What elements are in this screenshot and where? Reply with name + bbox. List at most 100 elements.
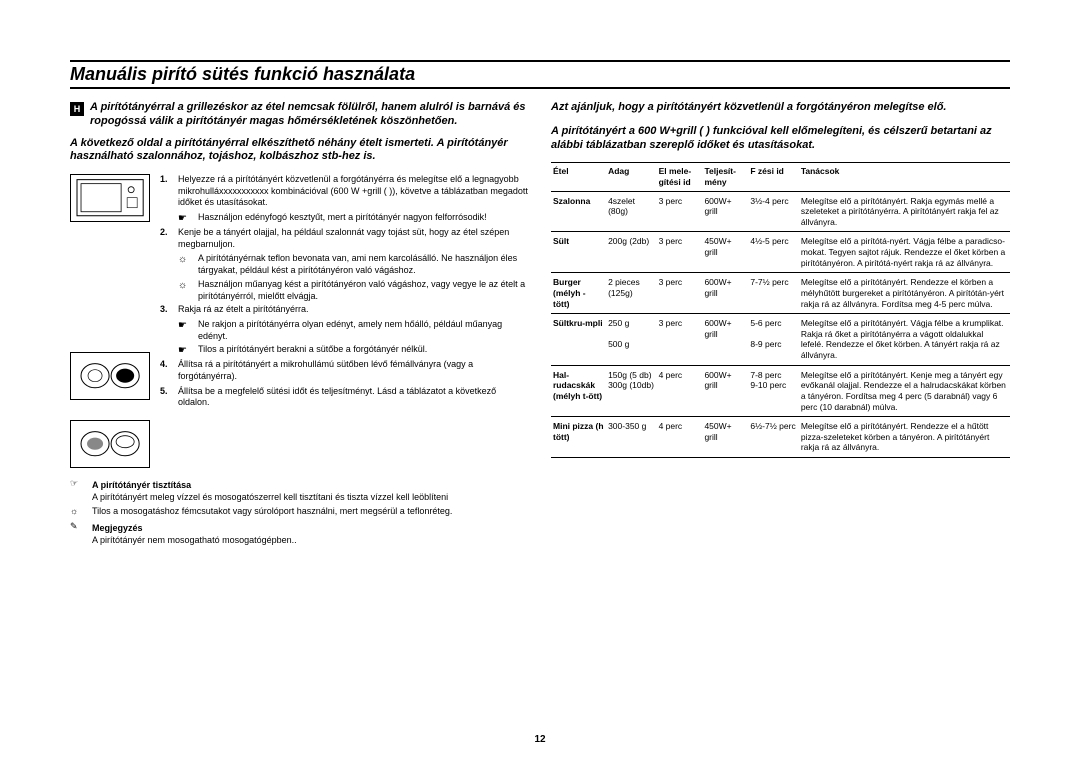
cell-adag: 250 g 500 g — [606, 314, 656, 366]
cell-etel: Sültkru-mpli — [551, 314, 606, 366]
cell-adag: 150g (5 db) 300g (10db) — [606, 365, 656, 417]
intro-block: H A pirítótányérral a grillezéskor az ét… — [70, 101, 529, 129]
table-header-row: Étel Adag El mele-gítési id Teljesít-mén… — [551, 163, 1010, 191]
table-row: Sültkru-mpli250 g 500 g3 perc600W+ grill… — [551, 314, 1010, 366]
cell-foz: 7-7½ perc — [748, 273, 798, 314]
page-title: Manuális pirító sütés funkció használata — [70, 64, 1010, 85]
th-food: Étel — [551, 163, 606, 191]
cooking-table: Étel Adag El mele-gítési id Teljesít-mén… — [551, 162, 1010, 458]
step-number: 3. — [160, 304, 172, 316]
cleaning-heading: A pirítótányér tisztítása — [92, 480, 448, 492]
cell-tan: Melegítse elő a pirítótá-nyért. Vágja fé… — [799, 232, 1010, 273]
step-body: Kenje be a tányért olajjal, ha például s… — [178, 227, 529, 250]
table-row: Szalonna4szelet (80g)3 perc600W+ grill3½… — [551, 191, 1010, 232]
step-row: 3. Rakja rá az ételt a pirítótányérra. — [160, 304, 529, 316]
step-row: 5. Állítsa be a megfelelő sütési időt és … — [160, 386, 529, 409]
bullet-row: ☼ Használjon műanyag kést a pirítótányéro… — [178, 279, 529, 302]
step-body: Állítsa rá a pirítótányért a mikrohullám… — [178, 359, 529, 382]
cell-etel: Burger (mélyh - tött) — [551, 273, 606, 314]
left-column: H A pirítótányérral a grillezéskor az ét… — [70, 101, 529, 549]
bullet-row: ☼ A pirítótányérnak teflon bevonata van, … — [178, 253, 529, 276]
cell-tan: Melegítse elő a pirítótányért. Rakja egy… — [799, 191, 1010, 232]
step-number: 4. — [160, 359, 172, 382]
cell-etel: Sült — [551, 232, 606, 273]
after-steps: ☞ A pirítótányér tisztítása A pirítótány… — [70, 478, 529, 546]
bullet-row: ☛ Ne rakjon a pirítótányérra olyan edényt… — [178, 319, 529, 342]
bullet-icon: ☛ — [178, 212, 190, 225]
bullet-row: ☛ Használjon edényfogó kesztyűt, mert a p… — [178, 212, 529, 225]
table-row: Sült200g (2db)3 perc450W+ grill4½-5 perc… — [551, 232, 1010, 273]
bullet-icon: ☛ — [178, 344, 190, 357]
th-preheat: El mele-gítési id — [657, 163, 703, 191]
cell-foz: 6½-7½ perc — [748, 417, 798, 458]
microwave-illustration — [70, 174, 150, 222]
bullet-icon: ☛ — [178, 319, 190, 342]
right-column: Azt ajánljuk, hogy a pirítótányért közve… — [551, 101, 1010, 549]
crisp-plate-illustration-2 — [70, 420, 150, 468]
language-badge: H — [70, 102, 84, 116]
cell-tan: Melegítse elő a pirítótányért. Vágja fél… — [799, 314, 1010, 366]
bullet-icon: ☼ — [178, 279, 190, 302]
cell-elo: 3 perc — [657, 232, 703, 273]
warning-icon: ☼ — [70, 506, 84, 518]
step-row: 1.Helyezze rá a pirítótányért közvetlenü… — [160, 174, 529, 209]
step-number: 1. — [160, 174, 172, 209]
cell-foz: 3½-4 perc — [748, 191, 798, 232]
cell-etel: Szalonna — [551, 191, 606, 232]
title-bar: Manuális pirító sütés funkció használata — [70, 60, 1010, 89]
cell-telj: 600W+ grill — [702, 273, 748, 314]
step-body: Állítsa be a megfelelő sütési időt és te… — [178, 386, 529, 409]
right-intro-2: A pirítótányért a 600 W+grill ( ) funkci… — [551, 125, 1010, 153]
cell-elo: 3 perc — [657, 191, 703, 232]
illustration-column — [70, 174, 150, 468]
step-number: 5. — [160, 386, 172, 409]
bullet-text: Használjon edényfogó kesztyűt, mert a pi… — [198, 212, 487, 225]
two-column-layout: H A pirítótányérral a grillezéskor az ét… — [70, 101, 1010, 549]
step-body: Helyezze rá a pirítótányért közvetlenül … — [178, 174, 529, 209]
cell-elo: 3 perc — [657, 273, 703, 314]
cell-foz: 5-6 perc 8-9 perc — [748, 314, 798, 366]
table-row: Mini pizza (h tött)300-350 g4 perc450W+ … — [551, 417, 1010, 458]
bullet-icon: ☼ — [178, 253, 190, 276]
th-portion: Adag — [606, 163, 656, 191]
cell-adag: 300-350 g — [606, 417, 656, 458]
cell-telj: 450W+ grill — [702, 232, 748, 273]
th-tips: Tanácsok — [799, 163, 1010, 191]
step-row: 2. Kenje be a tányért olajjal, ha például… — [160, 227, 529, 250]
th-cook: F zési id — [748, 163, 798, 191]
cell-etel: Mini pizza (h tött) — [551, 417, 606, 458]
cell-tan: Melegítse elő a pirítótányért. Rendezze … — [799, 417, 1010, 458]
cell-adag: 200g (2db) — [606, 232, 656, 273]
bullet-text: Ne rakjon a pirítótányérra olyan edényt,… — [198, 319, 529, 342]
crisp-plate-illustration-1 — [70, 352, 150, 400]
note-heading: Megjegyzés — [92, 523, 297, 535]
cell-telj: 600W+ grill — [702, 191, 748, 232]
intro-text-2: A következő oldal a pirítótányérral elké… — [70, 137, 529, 165]
cleaning-warning: Tilos a mosogatáshoz fémcsutakot vagy sú… — [92, 506, 452, 518]
bullet-text: Használjon műanyag kést a pirítótányéron… — [198, 279, 529, 302]
th-power: Teljesít-mény — [702, 163, 748, 191]
cleaning-text: A pirítótányért meleg vízzel és mosogató… — [92, 492, 448, 504]
right-intro-1: Azt ajánljuk, hogy a pirítótányért közve… — [551, 101, 1010, 115]
steps-area: 1.Helyezze rá a pirítótányért közvetlenü… — [70, 174, 529, 468]
cell-elo: 3 perc — [657, 314, 703, 366]
bullet-text: Tilos a pirítótányért berakni a sütőbe a… — [198, 344, 427, 357]
table-row: Burger (mélyh - tött)2 pieces (125g)3 pe… — [551, 273, 1010, 314]
table-row: Hal-rudacskák (mélyh t-ött)150g (5 db) 3… — [551, 365, 1010, 417]
cell-elo: 4 perc — [657, 365, 703, 417]
note-icon: ✎ — [70, 521, 84, 546]
cell-adag: 2 pieces (125g) — [606, 273, 656, 314]
step-body: Rakja rá az ételt a pirítótányérra. — [178, 304, 529, 316]
cell-telj: 600W+ grill — [702, 314, 748, 366]
bullet-text: A pirítótányérnak teflon bevonata van, a… — [198, 253, 529, 276]
bullet-row: ☛ Tilos a pirítótányért berakni a sütőbe … — [178, 344, 529, 357]
cell-foz: 7-8 perc 9-10 perc — [748, 365, 798, 417]
cell-foz: 4½-5 perc — [748, 232, 798, 273]
cell-tan: Melegítse elő a pirítótányért. Rendezze … — [799, 273, 1010, 314]
intro-text-1: A pirítótányérral a grillezéskor az étel… — [90, 101, 529, 129]
cell-telj: 600W+ grill — [702, 365, 748, 417]
step-number: 2. — [160, 227, 172, 250]
page-number: 12 — [534, 734, 545, 745]
arrow-icon: ☞ — [70, 478, 84, 503]
step-row: 4. Állítsa rá a pirítótányért a mikrohull… — [160, 359, 529, 382]
